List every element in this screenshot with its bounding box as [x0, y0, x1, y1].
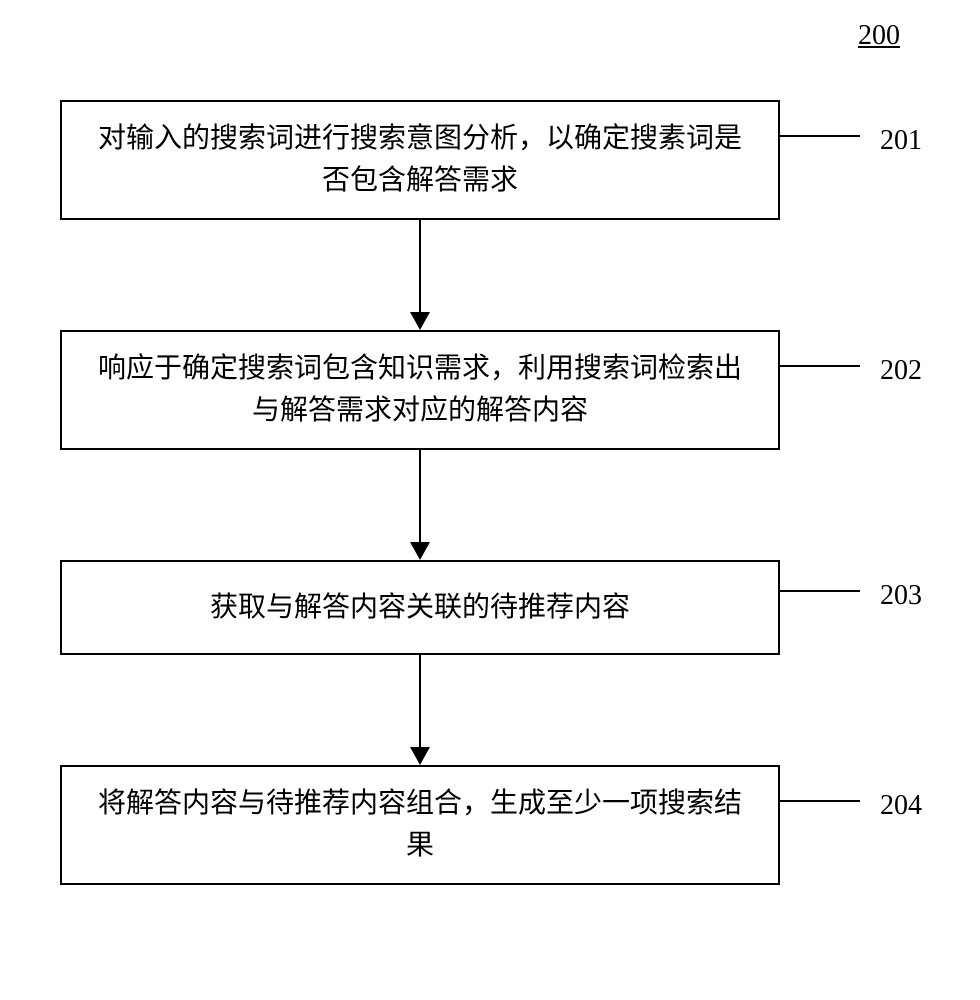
step-box-201: 对输入的搜索词进行搜索意图分析，以确定搜素词是否包含解答需求	[60, 100, 780, 220]
arrow-head-2	[410, 542, 430, 560]
step-text-204: 将解答内容与待推荐内容组合，生成至少一项搜索结果	[92, 783, 748, 867]
step-text-202: 响应于确定搜索词包含知识需求，利用搜索词检索出与解答需求对应的解答内容	[92, 348, 748, 432]
arrow-line-1	[419, 220, 421, 312]
arrow-line-3	[419, 655, 421, 747]
step-text-201: 对输入的搜索词进行搜索意图分析，以确定搜素词是否包含解答需求	[92, 118, 748, 202]
step-box-204: 将解答内容与待推荐内容组合，生成至少一项搜索结果	[60, 765, 780, 885]
step-label-201: 201	[880, 125, 922, 157]
connector-203	[780, 590, 860, 592]
step-text-203: 获取与解答内容关联的待推荐内容	[210, 587, 630, 629]
connector-202	[780, 365, 860, 367]
connector-204	[780, 800, 860, 802]
step-label-204: 204	[880, 790, 922, 822]
arrow-head-1	[410, 312, 430, 330]
step-label-203: 203	[880, 580, 922, 612]
connector-201	[780, 135, 860, 137]
diagram-title-text: 200	[858, 20, 900, 51]
arrow-head-3	[410, 747, 430, 765]
arrow-line-2	[419, 450, 421, 542]
diagram-title-label: 200	[858, 20, 900, 52]
step-box-203: 获取与解答内容关联的待推荐内容	[60, 560, 780, 655]
step-label-202: 202	[880, 355, 922, 387]
step-box-202: 响应于确定搜索词包含知识需求，利用搜索词检索出与解答需求对应的解答内容	[60, 330, 780, 450]
flowchart-container: 200 对输入的搜索词进行搜索意图分析，以确定搜素词是否包含解答需求 201 响…	[0, 0, 980, 1000]
